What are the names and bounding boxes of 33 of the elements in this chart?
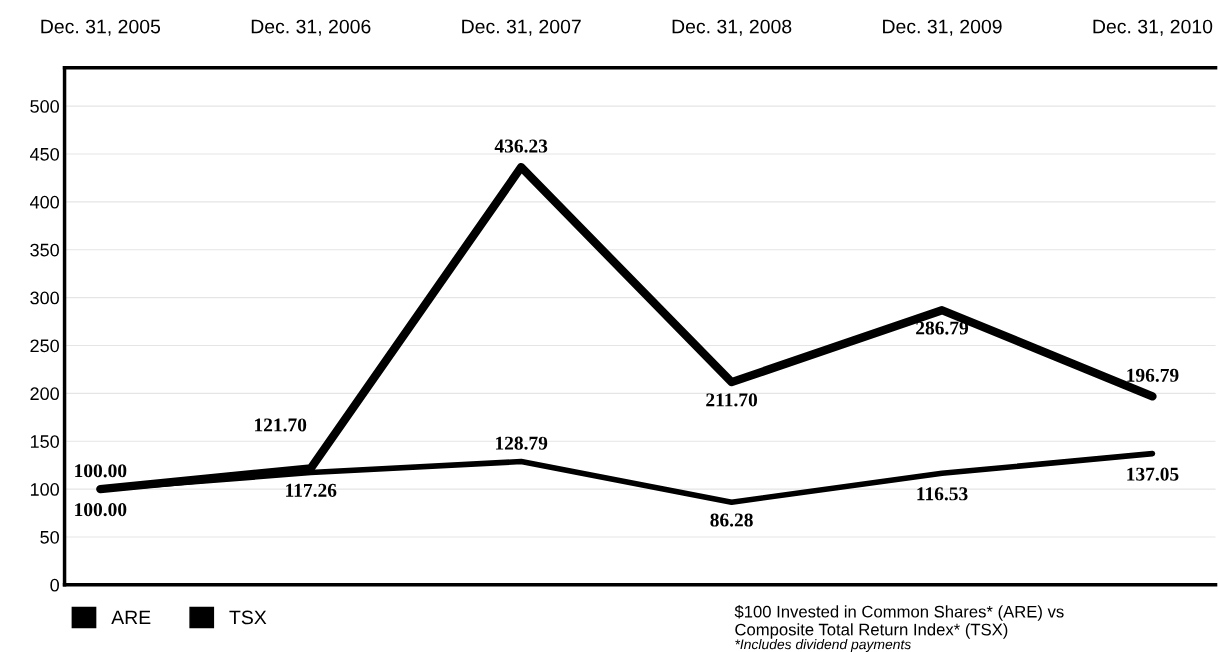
y-tick-label: 300: [30, 291, 59, 305]
y-tick-label: 400: [29, 195, 59, 209]
text: *Includes dividend payments: [735, 639, 911, 652]
x-tick-label: Dec. 31, 2005: [41, 19, 161, 36]
legend-label: TSX: [229, 610, 267, 625]
x-tick-label: Dec. 31, 2009: [883, 19, 1002, 36]
x-tick-label: Dec. 31, 2010: [1093, 19, 1213, 36]
x-tick-label: Dec. 31, 2006: [251, 19, 371, 36]
y-tick-label: 250: [30, 339, 59, 353]
y-tick-label: 0: [50, 578, 59, 592]
y-tick-label: 150: [30, 435, 59, 448]
data-label: 86.28: [710, 513, 753, 527]
data-label: 100.00: [75, 503, 127, 517]
data-label: 211.70: [706, 393, 758, 407]
data-label: 137.05: [1127, 467, 1179, 481]
data-label: 436.23: [494, 139, 548, 153]
y-tick-label: 100: [30, 483, 59, 496]
data-label: 121.70: [255, 418, 307, 432]
data-label: 196.79: [1127, 368, 1179, 382]
y-tick-label: 500: [30, 100, 59, 113]
data-label: 116.53: [917, 487, 968, 501]
data-label: 128.79: [495, 436, 548, 450]
data-label: 286.79: [916, 321, 969, 335]
data-label: 100.00: [75, 464, 127, 478]
x-tick-label: Dec. 31, 2008: [672, 19, 792, 36]
y-tick-label: 450: [29, 147, 59, 161]
text: $100 Invested in Common Shares* (ARE) vs Composite Total Return Index* (TSX): [734, 605, 1064, 639]
y-tick-label: 50: [40, 530, 59, 544]
y-tick-label: 350: [30, 243, 59, 257]
legend-label: ARE: [111, 610, 151, 625]
x-tick-label: Dec. 31, 2007: [462, 19, 581, 36]
y-tick-label: 200: [30, 387, 59, 401]
data-label: 117.26: [286, 483, 337, 497]
